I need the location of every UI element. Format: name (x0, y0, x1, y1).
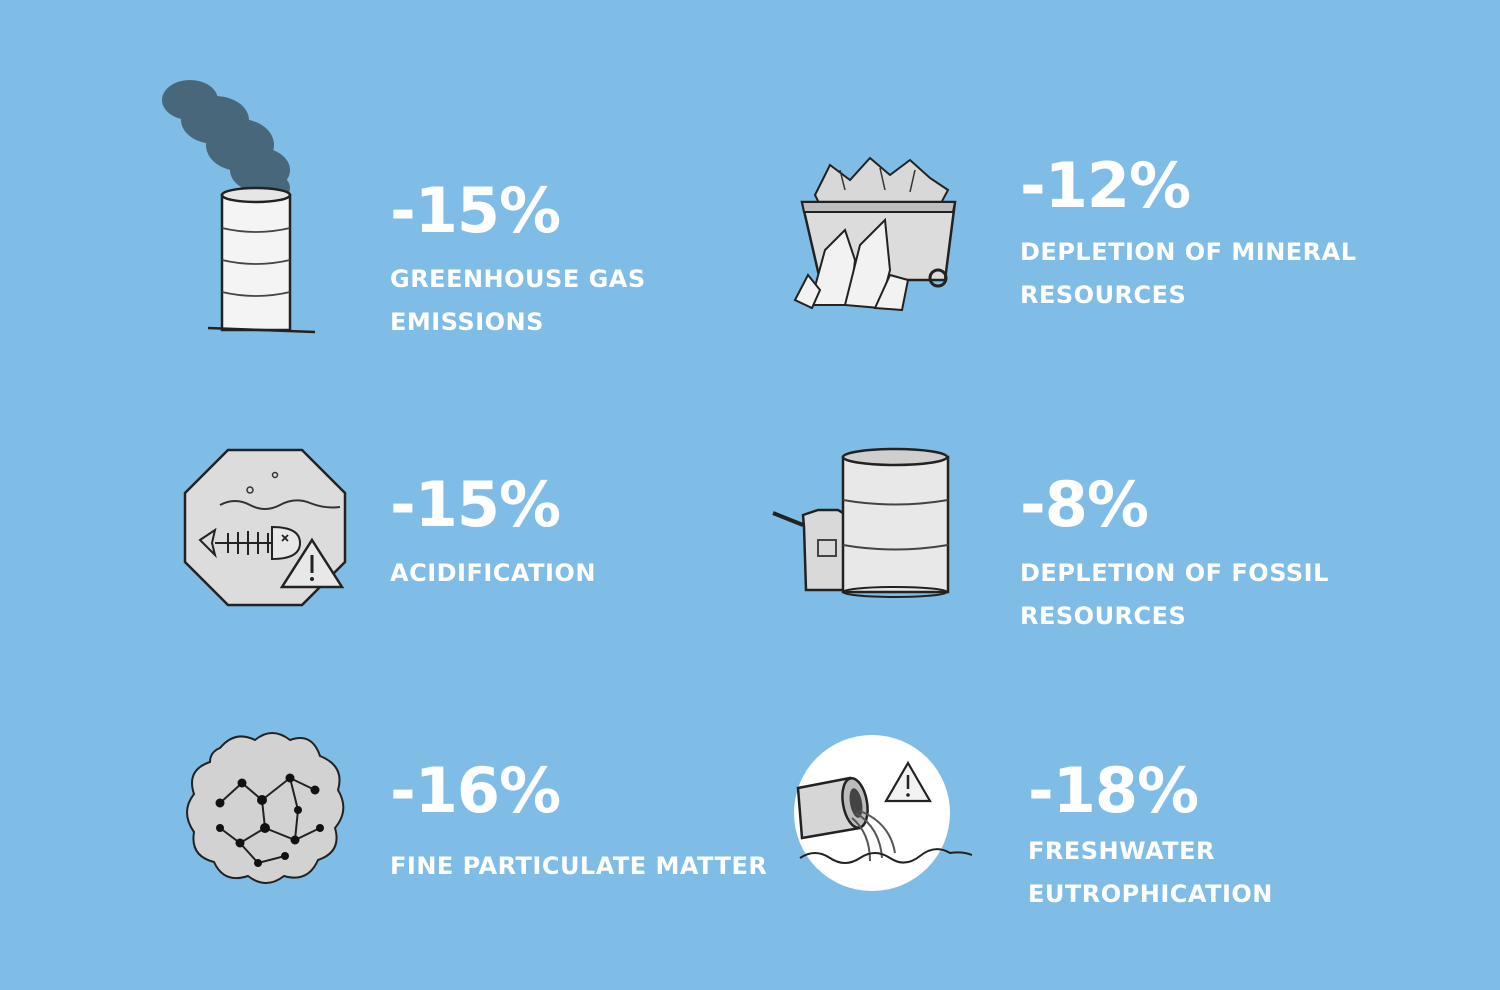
label-line: FRESHWATER (1028, 837, 1215, 865)
label-line: EUTROPHICATION (1028, 880, 1273, 908)
discharge-pipe-icon (794, 735, 973, 891)
percent-value: -15% (390, 174, 561, 247)
stat-label: DEPLETION OF MINERAL RESOURCES (1020, 231, 1357, 317)
percent-value: -16% (390, 754, 561, 827)
label-line: RESOURCES (1020, 281, 1187, 309)
stat-label: FINE PARTICULATE MATTER (390, 845, 767, 888)
label-line: GREENHOUSE GAS (390, 265, 646, 293)
percent-value: -12% (1020, 149, 1191, 222)
stat-label: GREENHOUSE GAS EMISSIONS (390, 258, 646, 344)
label-line: FINE PARTICULATE MATTER (390, 852, 768, 880)
dead-fish-warning-icon (183, 448, 347, 607)
smokestack-icon (162, 80, 316, 334)
oil-barrel-canister-icon (772, 447, 950, 598)
label-line: EMISSIONS (390, 308, 544, 336)
stat-label: ACIDIFICATION (390, 552, 596, 595)
label-line: ACIDIFICATION (390, 559, 596, 587)
particle-cloud-icon (186, 732, 345, 884)
mining-cart-icon (793, 156, 957, 312)
label-line: DEPLETION OF MINERAL (1020, 238, 1357, 266)
percent-value: -18% (1028, 754, 1199, 827)
label-line: RESOURCES (1020, 602, 1187, 630)
percent-value: -8% (1020, 468, 1149, 541)
stat-label: FRESHWATER EUTROPHICATION (1028, 830, 1273, 916)
percent-value: -15% (390, 468, 561, 541)
stat-label: DEPLETION OF FOSSIL RESOURCES (1020, 552, 1329, 638)
label-line: DEPLETION OF FOSSIL (1020, 559, 1329, 587)
